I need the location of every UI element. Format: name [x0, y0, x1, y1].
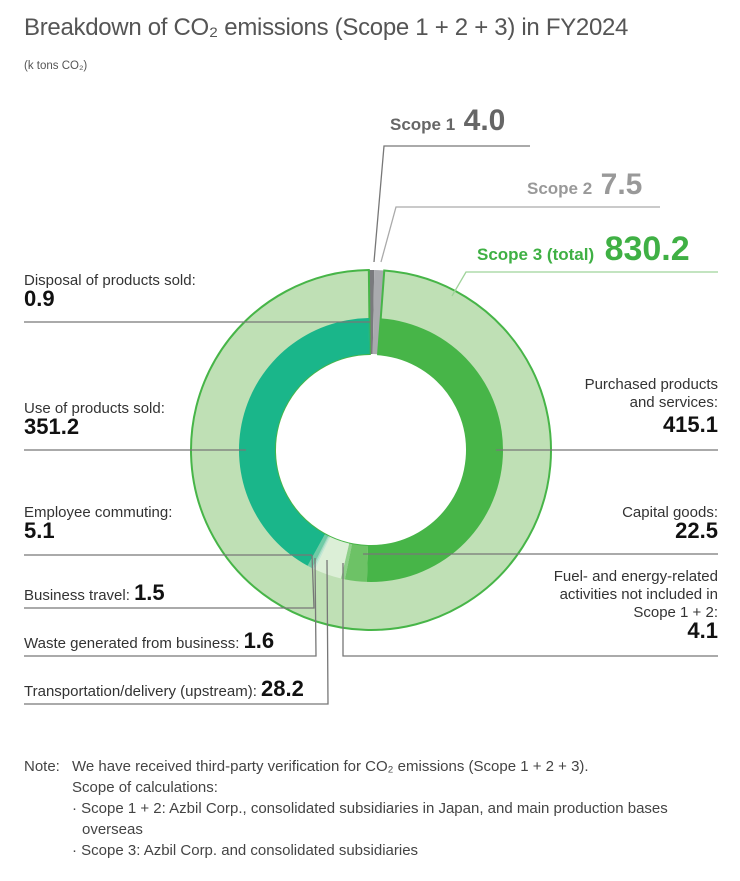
leader-transport [24, 559, 329, 705]
leader-waste [24, 557, 317, 657]
note-prefix: Note: [24, 758, 60, 775]
fuel-name-line3: Scope 1 + 2: [633, 604, 718, 621]
waste-value: 1.6 [243, 628, 275, 653]
purchased-value: 415.1 [662, 412, 718, 437]
label-waste: Waste generated from business: 1.6 [24, 630, 274, 653]
waste-name: Waste generated from business: [24, 635, 240, 652]
inner-slice-disposal-of-products-sold [368, 318, 370, 355]
note-line2: Scope of calculations: [72, 779, 218, 796]
inner-slice-use-of-products-sold [239, 318, 370, 566]
scope3-name: Scope 3 (total) [477, 245, 595, 264]
scope1-name: Scope 1 [390, 115, 456, 134]
label-travel: Business travel: 1.5 [24, 582, 165, 605]
scope2-label: Scope 2 7.5 [527, 168, 642, 202]
scope2-name: Scope 2 [527, 179, 593, 198]
fuel-name-line1: Fuel- and energy-related [553, 568, 718, 585]
fuel-name-line2: activities not included in [559, 586, 718, 603]
label-disposal: Disposal of products sold: 0.9 [24, 272, 196, 311]
scope1-value: 4.0 [463, 104, 506, 137]
transport-value: 28.2 [261, 676, 304, 701]
disposal-name: Disposal of products sold: [24, 272, 196, 289]
leader-scope1 [373, 145, 530, 263]
disposal-value: 0.9 [24, 286, 55, 311]
leader-travel [24, 554, 315, 609]
use-name: Use of products sold: [24, 400, 165, 417]
scope1-label: Scope 1 4.0 [390, 104, 505, 138]
label-capital: Capital goods: 22.5 [622, 504, 718, 543]
leader-fuel [342, 563, 718, 657]
travel-name: Business travel: [24, 587, 130, 604]
capital-name: Capital goods: [622, 504, 718, 521]
unit-label: (k tons CO₂) [24, 60, 88, 72]
label-fuel: Fuel- and energy-related activities not … [553, 568, 718, 643]
leader-scope3 [451, 271, 718, 297]
note-line1: We have received third-party verificatio… [72, 758, 589, 775]
purchased-name-line2: and services: [629, 394, 718, 411]
scope3-label: Scope 3 (total) 830.2 [477, 230, 690, 269]
note-bullet2: · Scope 3: Azbil Corp. and consolidated … [72, 842, 419, 859]
leader-scope2 [380, 206, 660, 263]
inner-slice-fuel-and-energy-related-activities-not-included-in-scope-1-2 [340, 543, 353, 580]
outer-slice-scope2 [372, 270, 385, 355]
use-value: 351.2 [24, 414, 80, 439]
label-use: Use of products sold: 351.2 [24, 400, 165, 439]
scope3-value: 830.2 [604, 230, 690, 268]
capital-value: 22.5 [675, 518, 718, 543]
inner-slice-waste-generated-from-business [313, 536, 331, 570]
commuting-value: 5.1 [24, 518, 55, 543]
label-purchased: Purchased products and services: 415.1 [584, 376, 718, 437]
label-transport: Transportation/delivery (upstream): 28.2 [24, 678, 304, 701]
travel-value: 1.5 [134, 580, 165, 605]
label-commuting: Employee commuting: 5.1 [24, 504, 173, 543]
commuting-name: Employee commuting: [24, 504, 173, 521]
scope2-value: 7.5 [600, 168, 643, 201]
chart-title: Breakdown of CO₂ emissions (Scope 1 + 2 … [24, 14, 629, 41]
note-bullet1: · Scope 1 + 2: Azbil Corp., consolidated… [72, 800, 668, 838]
inner-slice-transportation-delivery-upstream [314, 536, 350, 579]
purchased-name-line1: Purchased products [584, 376, 718, 393]
fuel-value: 4.1 [687, 618, 718, 643]
footnote: Note: We have received third-party verif… [24, 756, 732, 861]
transport-name: Transportation/delivery (upstream): [24, 683, 257, 700]
inner-slice-purchased-products-and-services [366, 318, 503, 582]
inner-slice-capital-goods [344, 544, 369, 582]
donut-chart [24, 145, 718, 705]
inner-slice-business-travel [312, 535, 330, 569]
